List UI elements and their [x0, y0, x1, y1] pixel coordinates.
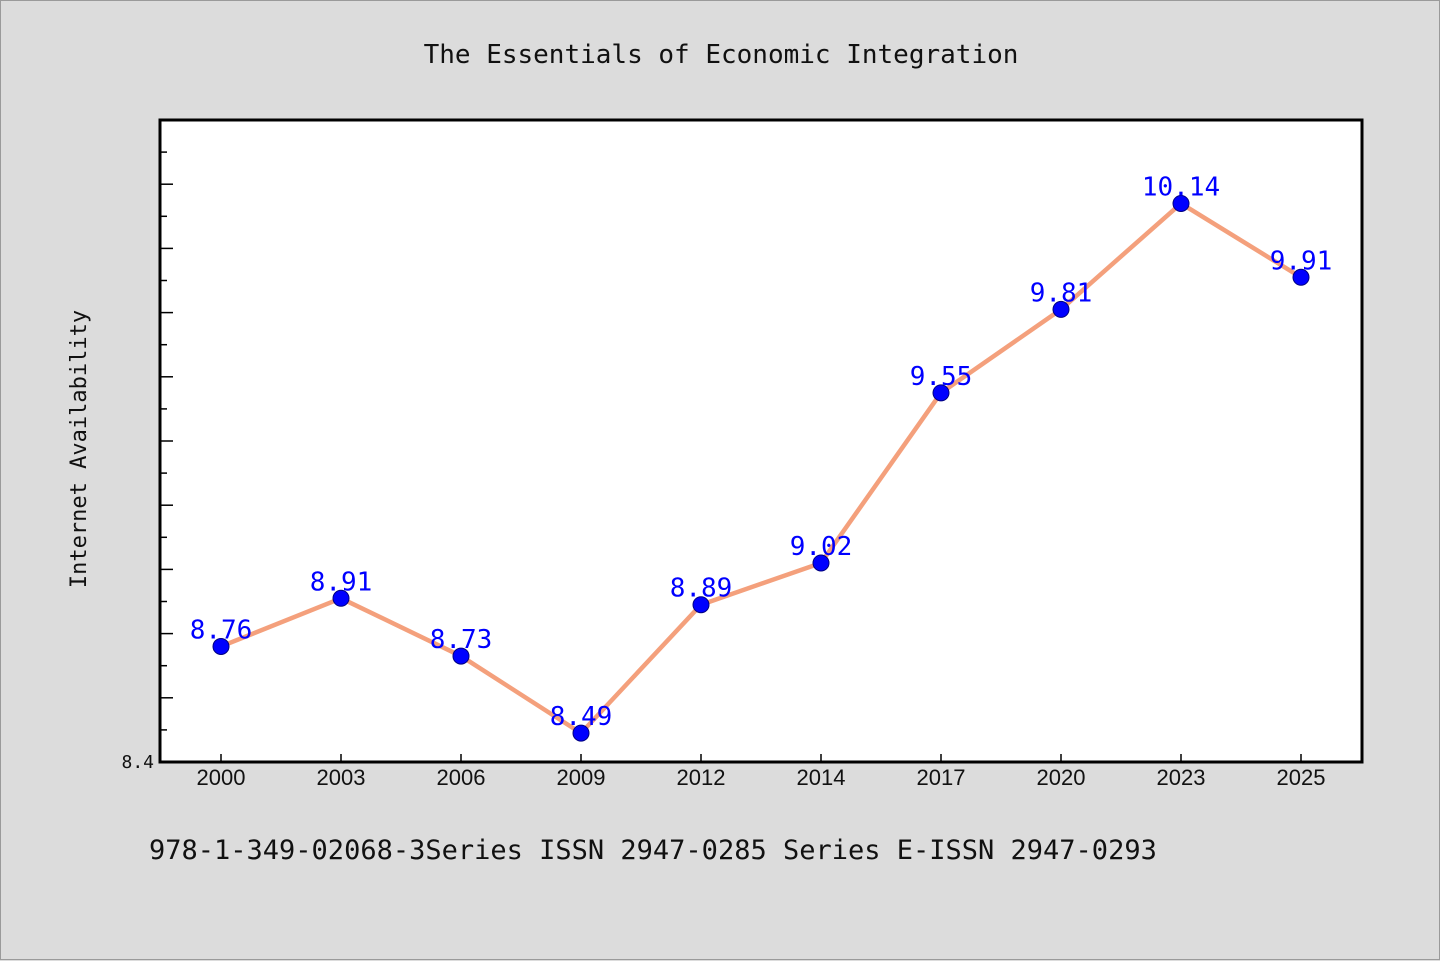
data-label: 8.76	[190, 615, 253, 645]
data-point	[1292, 268, 1310, 286]
plot-area	[158, 118, 1364, 764]
data-point	[452, 647, 470, 665]
data-point	[932, 384, 950, 402]
data-label: 9.91	[1270, 246, 1333, 276]
x-tick-label: 2020	[1037, 765, 1086, 790]
x-tick-label: 2003	[317, 765, 366, 790]
data-point	[1172, 194, 1190, 212]
data-label: 10.14	[1142, 172, 1220, 202]
y-axis-ticks: 8.4	[121, 151, 173, 773]
data-point	[1052, 300, 1070, 318]
chart-title: The Essentials of Economic Integration	[424, 40, 1019, 70]
data-point	[332, 589, 350, 607]
x-tick-label: 2012	[677, 765, 726, 790]
x-tick-label: 2006	[437, 765, 486, 790]
data-label: 8.91	[310, 567, 373, 597]
x-tick-label: 2017	[917, 765, 966, 790]
series-layer: 8.76 8.91 8.73 8.49 8.89 9.02 9.55 9.81 10.14 9.9…	[190, 172, 1333, 742]
data-label: 8.73	[430, 625, 493, 655]
x-tick-label: 2023	[1157, 765, 1206, 790]
data-label: 9.02	[790, 532, 853, 562]
footer-isbn-text: 978-1-349-02068-3Series ISSN 2947-0285 S…	[149, 835, 1157, 866]
data-label: 9.81	[1030, 278, 1093, 308]
y-axis-label: Internet Availability	[67, 310, 92, 588]
data-point	[812, 554, 830, 572]
x-tick-label: 2014	[797, 765, 846, 790]
x-tick-label: 2009	[557, 765, 606, 790]
x-axis-ticks: 2000 2003 2006 2009 2012 2014 2017 2020 2023 2025	[197, 754, 1326, 790]
series-line	[220, 201, 1303, 736]
data-point	[692, 596, 710, 614]
x-tick-label: 2000	[197, 765, 246, 790]
data-point	[212, 637, 230, 655]
data-label: 8.49	[550, 702, 613, 732]
data-label: 9.55	[910, 362, 973, 392]
data-point	[572, 724, 590, 742]
y-tick-label: 8.4	[121, 752, 154, 773]
data-label: 8.89	[670, 574, 733, 604]
x-tick-label: 2025	[1277, 765, 1326, 790]
